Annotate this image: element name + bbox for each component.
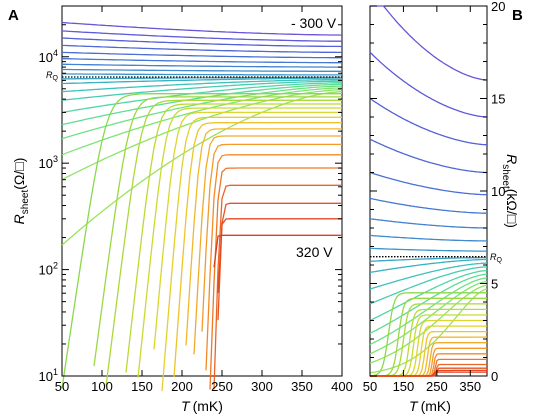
- panel-b-superconducting-curve-0: [369, 292, 487, 377]
- panel-a-insulating-curve-0: [61, 21, 343, 36]
- panel-a-x-label: T (mK): [181, 398, 223, 414]
- panel-a-metallic-curve-2: [61, 78, 342, 93]
- panel-b-ticks: [369, 5, 487, 377]
- panel-a-top-series-label: - 300 V: [291, 15, 337, 31]
- panel-a-ticks: [61, 5, 343, 377]
- panel-a-y-tick-labels: 101 102 103 104: [39, 48, 58, 384]
- panel-b-y-label: Rsheet(kΩ/□): [500, 154, 520, 228]
- panel-a-metallic-curve-8: [61, 89, 343, 181]
- panel-a-metallic-curve-5: [61, 83, 342, 126]
- panel-b-curve-2: [369, 97, 487, 146]
- panel-b-x-tick-label-2: 250: [426, 379, 448, 394]
- panel-a-letter: A: [8, 7, 19, 24]
- panel-a-insulating-curve-6: [62, 63, 342, 68]
- panel-a-insulating-curve-5: [62, 58, 342, 64]
- panel-b-rq-label: RQ: [490, 252, 503, 264]
- panel-a-superconducting-curve-10: [201, 143, 342, 332]
- panel-a-superconducting-curve-12: [209, 167, 342, 390]
- panel-a-x-tick-label-2: 150: [131, 379, 153, 394]
- panel-a-x-tick-label-3: 200: [171, 379, 193, 394]
- panel-b-superconducting-curve-1: [370, 297, 487, 377]
- panel-b-y-tick-label-4: 20: [491, 0, 505, 14]
- panel-a-superconducting-curve-6: [161, 116, 342, 392]
- panel-a-y-tick-label-2: 103: [39, 154, 58, 171]
- panel-a-x-tick-label-5: 300: [251, 379, 273, 394]
- panel-b-curve-1: [369, 51, 488, 118]
- panel-a-insulating-curve-1: [61, 30, 342, 42]
- panel-a-superconducting-curve-11: [205, 154, 342, 371]
- panel-b-curve-13: [369, 269, 488, 322]
- panel-a-bottom-series-label: 320 V: [296, 244, 333, 260]
- panel-b-curve-17: [369, 284, 488, 364]
- panel-a: A 50 100 150 200 250 300 350 400 101 102 103 104 T…: [8, 5, 353, 414]
- panel-a-rq-label: RQ: [46, 70, 59, 82]
- panel-b-y-tick-labels: 0 5 10 15 20: [491, 0, 505, 384]
- panel-a-insulating-curve-2: [61, 37, 343, 48]
- panel-a-y-tick-label-1: 102: [39, 261, 58, 278]
- panel-a-superconducting-curve-0: [61, 93, 342, 389]
- panel-a-x-tick-label-0: 50: [55, 379, 69, 394]
- panel-b-curve-6: [369, 218, 487, 229]
- panel-a-y-label: Rsheet(Ω/□): [11, 158, 31, 225]
- panel-b-x-tick-label-1: 150: [393, 379, 415, 394]
- panel-b-y-tick-label-0: 0: [491, 369, 498, 384]
- panel-b-superconducting-curve-16: [370, 371, 487, 377]
- panel-b-x-tick-label-0: 50: [363, 379, 377, 394]
- panel-b-curve-4: [369, 171, 487, 196]
- panel-a-metallic-curve-4: [61, 82, 343, 114]
- panel-a-x-tick-label-1: 100: [91, 379, 113, 394]
- panel-b-letter: B: [512, 7, 523, 24]
- panel-b-curve-10: [369, 258, 488, 274]
- panel-a-superconducting-curve-1: [93, 96, 342, 367]
- panel-b-curve-5: [369, 197, 487, 214]
- panel-b-curve-0: [370, 5, 488, 81]
- panel-a-superconducting-curve-15: [217, 218, 342, 293]
- panel-a-insulating-curve-8: [62, 73, 342, 76]
- panel-a-insulating-curve-3: [61, 44, 342, 54]
- panel-b-x-tick-labels: 50 150 250 350: [363, 379, 481, 394]
- panel-a-y-tick-label-3: 104: [39, 48, 58, 65]
- panel-b-x-label: T (mK): [409, 398, 451, 414]
- panel-b-curve-15: [369, 277, 488, 346]
- panel-a-superconducting-curve-9: [193, 135, 342, 355]
- panel-b: B 50 150 250 350 0 5 10 15 20 T (mK) Rsheet(kΩ/□…: [363, 0, 523, 414]
- panel-b-y-tick-label-2: 10: [491, 184, 505, 199]
- panel-b-y-tick-label-1: 5: [491, 277, 498, 292]
- panel-b-curves: [369, 5, 488, 377]
- panel-a-x-tick-label-7: 400: [331, 379, 353, 394]
- panel-a-superconducting-curve-13: [213, 184, 342, 390]
- panel-b-curve-8: [369, 247, 487, 252]
- panel-a-superconducting-curve-14: [217, 202, 342, 321]
- panel-a-superconducting-curve-2: [105, 99, 342, 387]
- panel-b-x-tick-label-3: 350: [459, 379, 481, 394]
- panel-a-x-tick-labels: 50 100 150 200 250 300 350 400: [55, 379, 353, 394]
- panel-b-curve-3: [369, 138, 487, 174]
- panel-a-x-tick-label-6: 350: [291, 379, 313, 394]
- panel-a-superconducting-curve-16: [213, 234, 342, 268]
- panel-a-superconducting-curve-5: [153, 111, 342, 350]
- panel-a-metallic-curve-7: [61, 87, 343, 156]
- panel-a-frame: [61, 5, 343, 377]
- panel-b-y-tick-label-3: 15: [491, 92, 505, 107]
- panel-a-superconducting-curve-7: [173, 122, 342, 378]
- panel-b-curve-9: [369, 256, 487, 262]
- panel-a-insulating-curve-7: [62, 68, 342, 72]
- panel-a-metallic-curve-3: [61, 80, 342, 101]
- panel-a-superconducting-curve-3: [125, 103, 342, 373]
- panel-a-superconducting-curve-8: [185, 128, 342, 346]
- panel-b-curve-16: [369, 280, 488, 355]
- panel-b-curve-7: [369, 234, 488, 242]
- panel-b-curve-11: [369, 262, 488, 290]
- panel-a-curves: [61, 21, 343, 392]
- panel-a-superconducting-curve-4: [137, 107, 342, 378]
- panel-a-y-tick-label-0: 101: [39, 367, 58, 384]
- panel-a-metallic-curve-1: [61, 77, 342, 85]
- panel-a-insulating-curve-4: [61, 51, 342, 59]
- panel-a-x-tick-label-4: 250: [211, 379, 233, 394]
- panel-b-curve-12: [369, 266, 488, 305]
- panel-a-metallic-curve-0: [61, 76, 342, 80]
